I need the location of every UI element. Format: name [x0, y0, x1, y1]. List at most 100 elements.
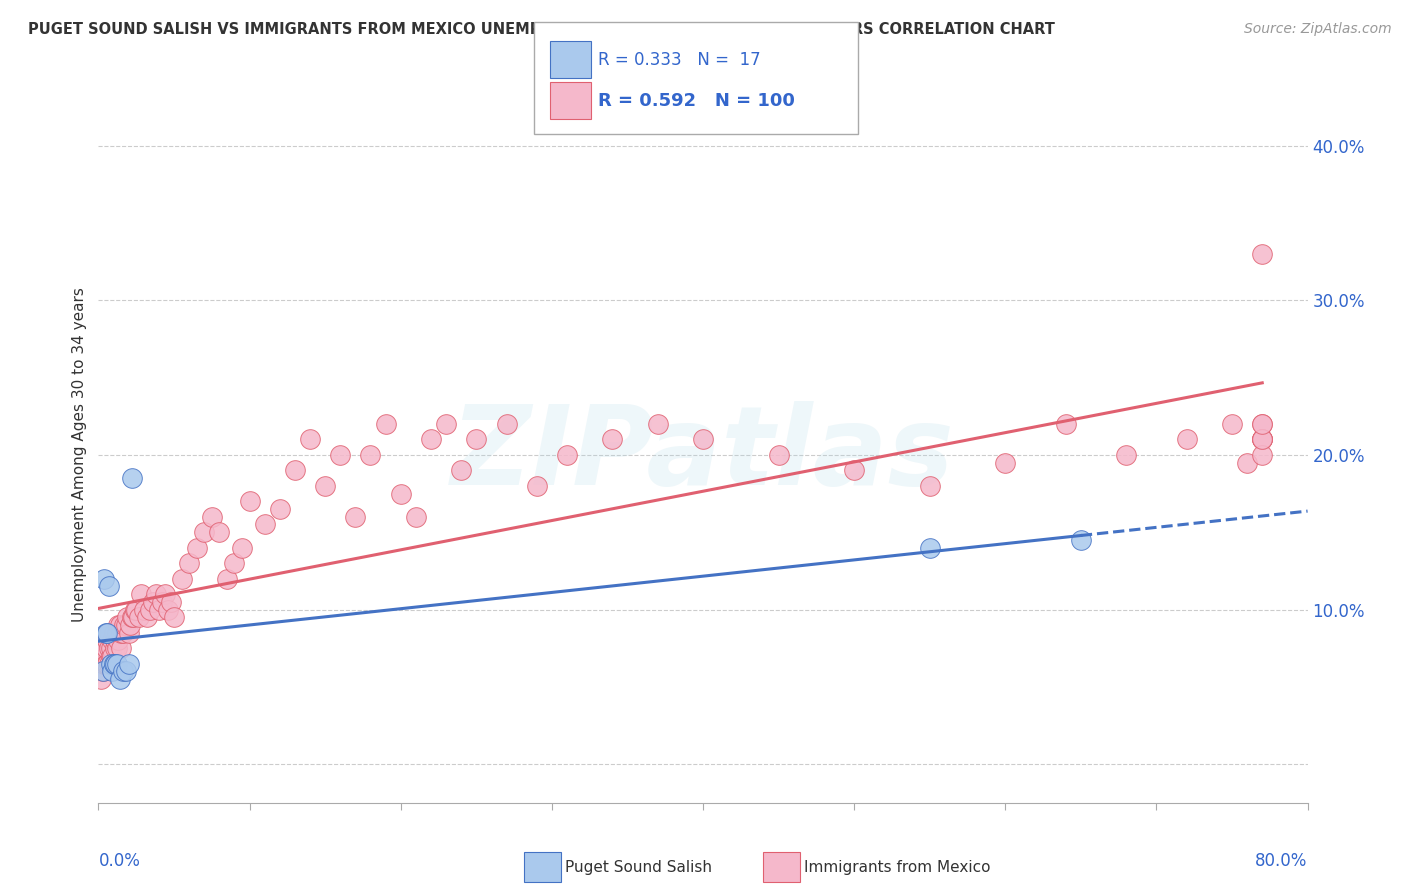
Point [120, 618, 142, 632]
Text: 80.0%: 80.0% [1256, 852, 1308, 870]
Point [1220, 417, 1243, 431]
Text: Puget Sound Salish: Puget Sound Salish [565, 860, 713, 874]
Point [450, 463, 472, 477]
Point [112, 618, 135, 632]
Point [91, 648, 114, 663]
Point [118, 625, 141, 640]
Point [129, 587, 152, 601]
Point [224, 556, 246, 570]
Point [122, 610, 145, 624]
Point [121, 471, 143, 485]
Point [208, 525, 231, 540]
Point [107, 618, 129, 632]
Point [360, 448, 382, 462]
Point [128, 610, 150, 624]
Point [115, 610, 138, 624]
Point [108, 618, 131, 632]
Point [94, 657, 117, 671]
Point [555, 448, 578, 462]
Point [193, 525, 215, 540]
Point [647, 417, 669, 431]
Point [314, 479, 336, 493]
Point [231, 541, 253, 555]
Point [177, 556, 201, 570]
Point [98, 657, 121, 671]
Point [118, 657, 141, 671]
Point [1251, 448, 1274, 462]
Point [1251, 417, 1274, 431]
Point [105, 625, 128, 640]
Point [692, 433, 714, 447]
Point [1070, 533, 1092, 547]
Point [374, 417, 396, 431]
Text: R = 0.592   N = 100: R = 0.592 N = 100 [598, 92, 794, 110]
Point [1175, 433, 1198, 447]
Point [100, 641, 122, 656]
Point [1251, 433, 1274, 447]
Point [602, 433, 624, 447]
Point [103, 657, 125, 671]
Point [98, 625, 121, 640]
Point [1251, 247, 1274, 261]
Text: Source: ZipAtlas.com: Source: ZipAtlas.com [1244, 22, 1392, 37]
Point [844, 463, 866, 477]
Point [269, 502, 291, 516]
Point [108, 672, 131, 686]
Point [124, 602, 146, 616]
Point [150, 595, 173, 609]
Point [526, 479, 548, 493]
Point [284, 463, 307, 477]
Point [405, 509, 427, 524]
Point [103, 657, 125, 671]
Point [135, 610, 157, 624]
Point [1115, 448, 1137, 462]
Text: R = 0.333   N =  17: R = 0.333 N = 17 [598, 51, 761, 69]
Text: ZIPatlas: ZIPatlas [451, 401, 955, 508]
Point [104, 633, 127, 648]
Point [98, 579, 121, 593]
Point [1251, 433, 1274, 447]
Point [121, 610, 143, 624]
Point [94, 625, 117, 640]
Point [94, 648, 117, 663]
Point [299, 433, 322, 447]
Point [110, 641, 132, 656]
Point [329, 448, 352, 462]
Point [111, 665, 134, 679]
Point [434, 417, 457, 431]
Point [1236, 456, 1258, 470]
Point [100, 648, 122, 663]
Point [163, 610, 186, 624]
Point [104, 657, 127, 671]
Point [111, 625, 134, 640]
Point [253, 517, 276, 532]
Point [114, 665, 136, 679]
Point [96, 657, 118, 671]
Point [419, 433, 441, 447]
Point [100, 657, 122, 671]
Point [105, 641, 128, 656]
Point [1251, 433, 1274, 447]
Point [96, 625, 118, 640]
Point [110, 625, 132, 640]
Point [153, 587, 176, 601]
Point [239, 494, 262, 508]
Point [101, 633, 124, 648]
Point [918, 541, 941, 555]
Point [107, 633, 129, 648]
Point [215, 572, 238, 586]
Point [1054, 417, 1077, 431]
Y-axis label: Unemployment Among Ages 30 to 34 years: Unemployment Among Ages 30 to 34 years [72, 287, 87, 623]
Point [98, 641, 121, 656]
Point [160, 595, 183, 609]
Point [139, 602, 162, 616]
Point [93, 657, 115, 671]
Point [156, 602, 179, 616]
Point [104, 641, 127, 656]
Point [91, 665, 114, 679]
Point [344, 509, 367, 524]
Point [1251, 417, 1274, 431]
Point [94, 641, 117, 656]
Point [101, 648, 124, 663]
Point [495, 417, 517, 431]
